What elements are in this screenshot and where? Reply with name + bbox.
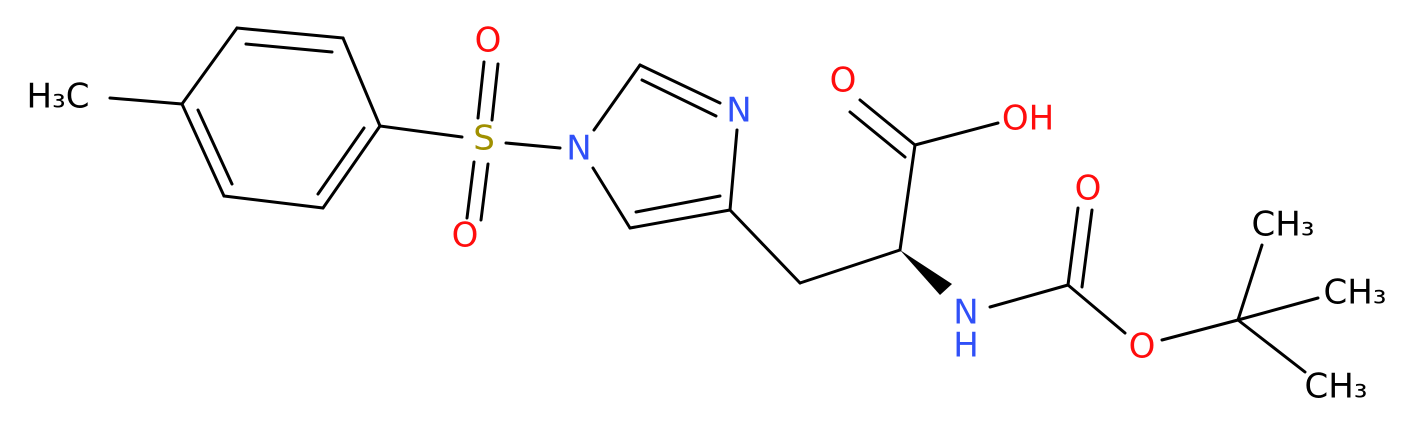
atom-label: H (953, 326, 979, 366)
atom-label: S (473, 119, 495, 159)
atom-label: N (726, 91, 751, 131)
atom-label: CH₃ (1305, 367, 1368, 407)
atom-label: N (566, 129, 591, 169)
atom-label: CH₃ (1252, 205, 1315, 245)
atom-label: O (1129, 327, 1156, 367)
atom-label: OH (1002, 99, 1054, 139)
atom-label: O (1075, 169, 1102, 209)
atom-label: O (475, 21, 502, 61)
atom-label: CH₃ (1324, 273, 1387, 313)
atom-label: N (953, 293, 978, 333)
wedge-bond (900, 250, 952, 295)
bonds (108, 26, 1320, 374)
atom-label: O (452, 216, 479, 256)
atom-label: O (830, 61, 857, 101)
atom-label: H₃C (27, 77, 90, 117)
